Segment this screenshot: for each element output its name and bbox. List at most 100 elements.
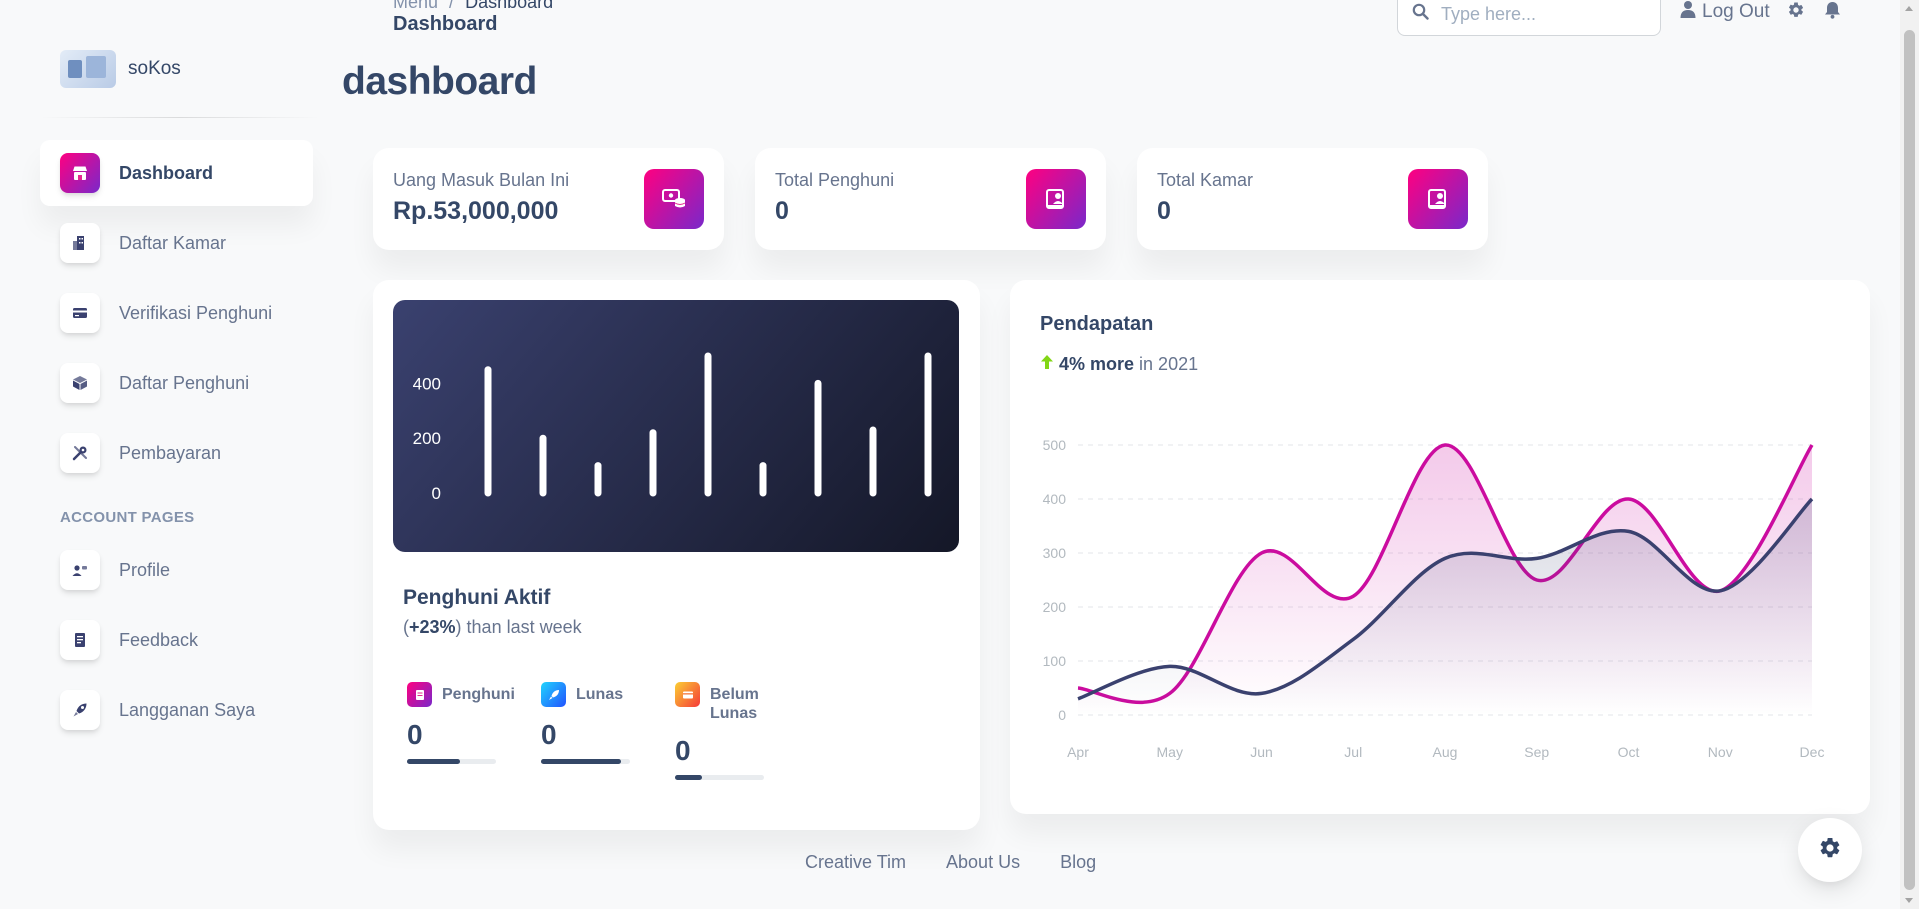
pendapatan-card: 0 100 200 300 400 500 Apr May Jun Jul Aug Sep Oct Nov… [1010, 280, 1870, 814]
sidebar-item-verifikasi-penghuni[interactable]: Verifikasi Penghuni [40, 280, 313, 346]
bar-y-tick-label: 0 [432, 484, 441, 503]
penghuni-aktif-title: Penghuni Aktif [403, 586, 551, 609]
search-input[interactable] [1441, 3, 1641, 25]
pendapatan-title: Pendapatan [1040, 313, 1154, 335]
sidebar-item-daftar-penghuni[interactable]: Daftar Penghuni [40, 350, 313, 416]
x-tick-label: Aug [1433, 744, 1458, 760]
bar-chart-panel: 0 200 400 [393, 300, 959, 552]
office-icon [60, 223, 100, 263]
footer-link-about-us[interactable]: About Us [946, 852, 1021, 872]
sidebar-account-nav: ACCOUNT PAGES Profile Feedback Langganan… [40, 509, 313, 747]
x-tick-label: Jul [1344, 744, 1362, 760]
user-book-icon [1026, 169, 1086, 229]
mini-stat-belum-lunas: Belum Lunas 0 [675, 682, 780, 780]
stat-label: Total Penghuni [775, 170, 895, 190]
stat-card-total-kamar: Total Kamar 0 [1137, 148, 1488, 250]
penghuni-aktif-card: 0 200 400 Penghuni Aktif (+23%) than last … [373, 280, 980, 830]
mini-stat-value: 0 [407, 719, 423, 750]
sidebar-item-label: Dashboard [119, 162, 214, 183]
stat-label: Uang Masuk Bulan Ini [393, 170, 570, 190]
search-icon [1412, 3, 1429, 25]
progress-track [675, 775, 764, 780]
page-scrollbar[interactable] [1900, 0, 1919, 909]
progress-track [407, 759, 496, 764]
series-line [1077, 497, 1814, 701]
x-tick-label: Dec [1800, 744, 1825, 760]
sidebar-item-label: Pembayaran [119, 442, 222, 463]
footer-links: Creative Tim About Us Blog [805, 852, 1096, 873]
sidebar-item-label: Daftar Kamar [119, 232, 227, 253]
sidebar-item-feedback[interactable]: Feedback [40, 607, 313, 673]
search-box[interactable] [1397, 0, 1661, 36]
x-tick-label: Oct [1618, 744, 1640, 760]
logout-button[interactable]: Log Out [1680, 0, 1770, 24]
arrow-up-icon [1040, 354, 1054, 375]
money-coins-icon [644, 169, 704, 229]
y-tick-label: 100 [1043, 653, 1067, 669]
x-tick-label: Sep [1524, 744, 1549, 760]
stat-card-total-penghuni: Total Penghuni 0 [755, 148, 1106, 250]
progress-fill [541, 759, 622, 764]
y-tick-label: 200 [1043, 599, 1067, 615]
footer-link-blog[interactable]: Blog [1060, 852, 1097, 872]
growth-value: 4% more [1059, 354, 1135, 374]
stat-value: Rp.53,000,000 [393, 197, 559, 225]
sidebar-item-label: Daftar Penghuni [119, 372, 250, 393]
settings-tools-icon [60, 433, 100, 473]
sidebar-nav: Dashboard Daftar Kamar Verifikasi Penghu… [40, 140, 313, 490]
mini-stat-label: Belum Lunas [710, 686, 759, 722]
sidebar-item-daftar-kamar[interactable]: Daftar Kamar [40, 210, 313, 276]
spaceship-icon [60, 690, 100, 730]
growth-percent: +23% [409, 617, 456, 637]
bar-y-tick-label: 400 [413, 374, 441, 393]
spaceship-icon [541, 682, 566, 707]
credit-card-icon [60, 293, 100, 333]
subtitle-open: ( [403, 617, 409, 637]
stat-value: 0 [775, 197, 789, 225]
x-tick-label: May [1157, 744, 1183, 760]
progress-track [541, 759, 630, 764]
pendapatan-subtitle: 4% more in 2021 [1040, 354, 1198, 375]
mini-stat-label: Penghuni [442, 686, 515, 703]
y-tick-label: 400 [1043, 491, 1067, 507]
sidebar-item-pembayaran[interactable]: Pembayaran [40, 420, 313, 486]
brand-name: soKos [128, 58, 181, 79]
bell-icon[interactable] [1824, 1, 1841, 24]
document-icon [60, 620, 100, 660]
sidebar-item-label: Feedback [119, 629, 199, 650]
mini-stat-penghuni: Penghuni 0 [407, 682, 515, 764]
scroll-up-arrow[interactable] [1905, 6, 1913, 11]
customer-support-icon [60, 550, 100, 590]
sidebar-item-label: Profile [119, 559, 171, 580]
sidebar-divider [40, 117, 320, 118]
pendapatan-line-chart: 0 100 200 300 400 500 Apr May Jun Jul Aug Sep Oct Nov… [1043, 437, 1825, 760]
settings-gear-icon[interactable] [1787, 1, 1805, 24]
y-tick-label: 0 [1058, 707, 1066, 723]
sidebar-item-dashboard[interactable]: Dashboard [40, 140, 313, 206]
x-tick-label: Nov [1708, 744, 1733, 760]
user-book-icon [1408, 169, 1468, 229]
mini-stat-label: Lunas [576, 686, 624, 703]
footer-link-creative-tim[interactable]: Creative Tim [805, 852, 907, 872]
breadcrumb-root[interactable]: Menu [393, 0, 439, 12]
scroll-thumb[interactable] [1904, 30, 1915, 890]
y-tick-label: 500 [1043, 437, 1067, 453]
series-area [1078, 499, 1812, 715]
brand[interactable]: soKos [60, 50, 181, 88]
sidebar-item-langganan-saya[interactable]: Langganan Saya [40, 677, 313, 743]
progress-fill [407, 759, 461, 764]
x-tick-label: Apr [1067, 744, 1089, 760]
sidebar-item-label: Verifikasi Penghuni [119, 302, 273, 323]
sidebar-item-profile[interactable]: Profile [40, 537, 313, 603]
logout-label: Log Out [1702, 1, 1770, 22]
document-icon [407, 682, 432, 707]
stat-value: 0 [1157, 197, 1171, 225]
scroll-down-arrow[interactable] [1905, 898, 1913, 903]
sidebar-item-label: Langganan Saya [119, 699, 256, 720]
sidebar-section-heading: ACCOUNT PAGES [60, 509, 195, 526]
bar-chart: 0 200 400 [413, 352, 932, 503]
configurator-button[interactable] [1798, 818, 1862, 882]
user-icon [1680, 0, 1696, 24]
growth-period: in 2021 [1139, 354, 1199, 374]
breadcrumb-current: Dashboard [465, 0, 554, 12]
